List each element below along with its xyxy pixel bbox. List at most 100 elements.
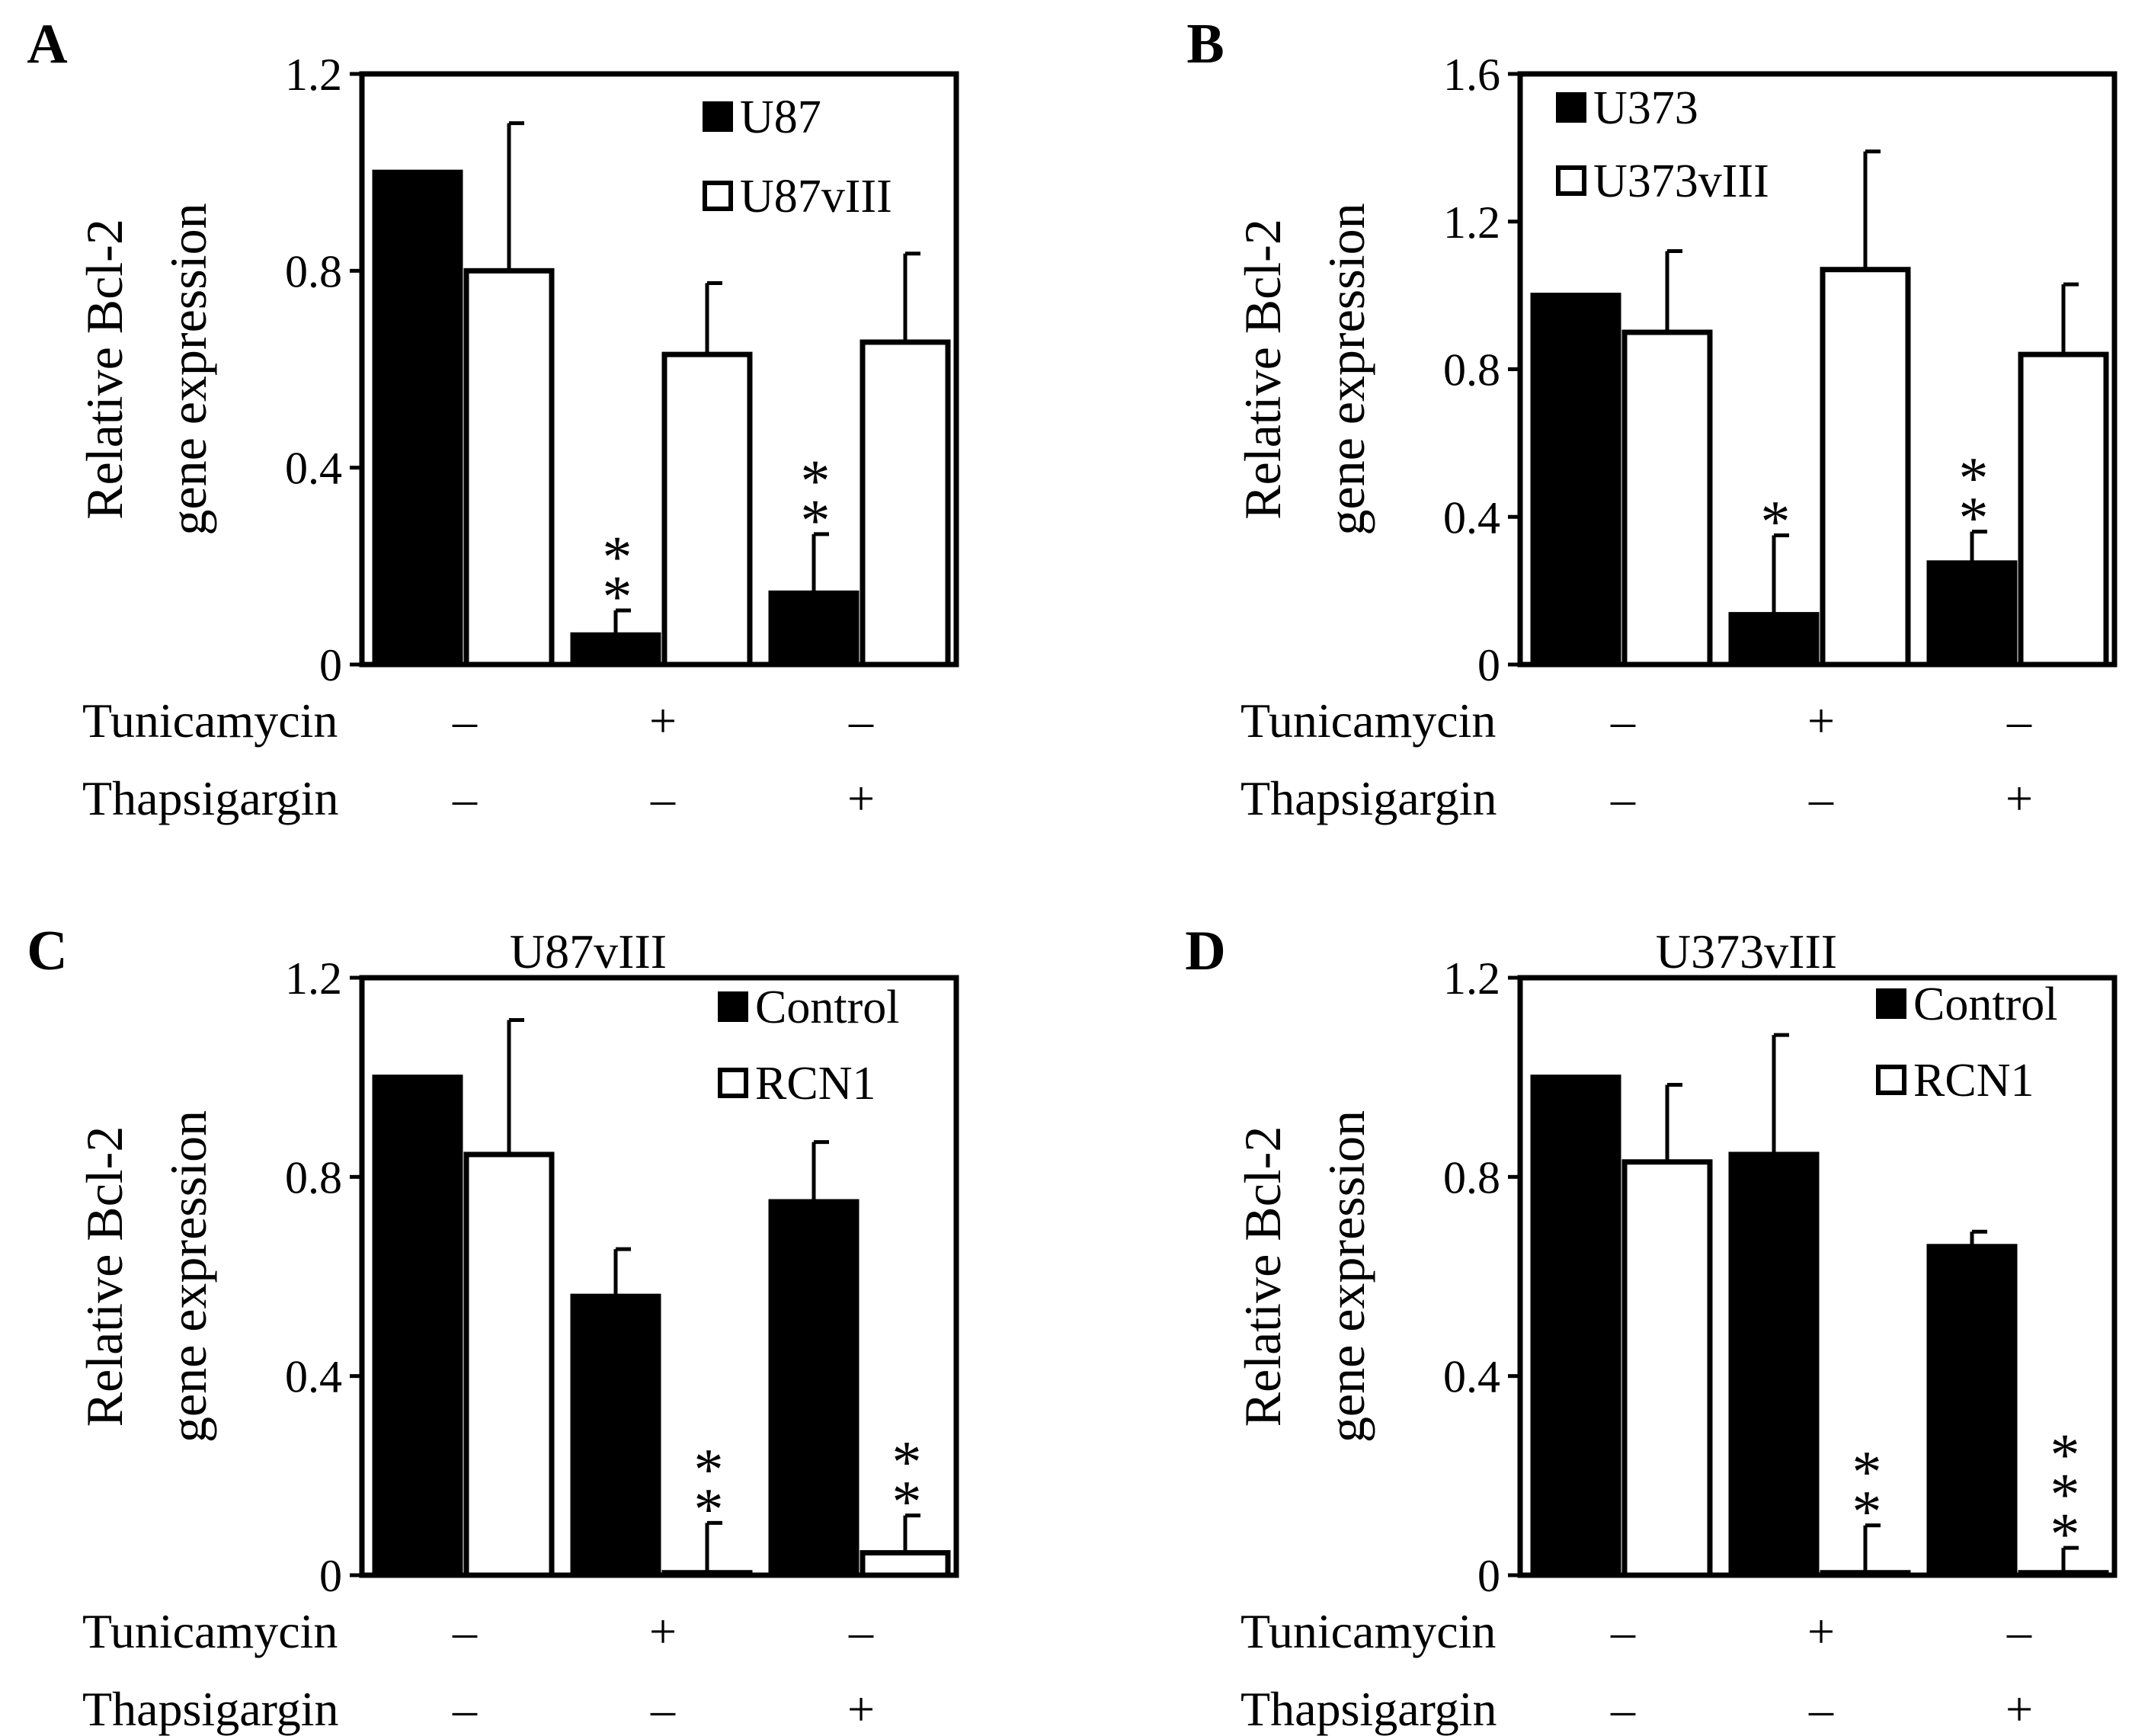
significance-star: * xyxy=(2050,1461,2080,1527)
treatment-mark: + xyxy=(649,1604,677,1658)
y-tick-label: 0.4 xyxy=(1443,492,1500,543)
bar-control xyxy=(570,1293,661,1578)
treatment-mark: + xyxy=(847,1682,875,1736)
significance-star: * xyxy=(694,1475,724,1542)
significance-star: * xyxy=(801,447,831,514)
significance-star: * xyxy=(1959,445,1989,511)
y-tick-label: 0.4 xyxy=(1443,1352,1500,1402)
legend-entry: RCN1 xyxy=(755,1058,876,1110)
y-axis-label: Relative Bcl-2 xyxy=(75,219,133,520)
legend-entry: RCN1 xyxy=(1913,1055,2034,1107)
legend-entry: U373 xyxy=(1593,82,1698,134)
y-tick-label: 0 xyxy=(1477,1551,1500,1601)
bar-u373viii xyxy=(2018,351,2109,668)
bar-u87 xyxy=(570,632,661,668)
y-tick-label: 1.2 xyxy=(285,50,342,100)
significance-star: * xyxy=(1761,488,1791,554)
y-axis-label: Relative Bcl-2 xyxy=(1234,1126,1292,1427)
significance-star: * xyxy=(892,1429,922,1495)
legend-swatch xyxy=(703,101,733,132)
treatment-mark: – xyxy=(650,771,676,825)
y-tick-label: 0.8 xyxy=(1443,1152,1500,1203)
panel-label: A xyxy=(27,13,67,75)
bar-u373 xyxy=(1926,560,2018,668)
y-tick-label: 0 xyxy=(319,640,342,690)
chart-panel-a: A Relative Bcl-2 gene expression 0 0.4 0.8 1.2… xyxy=(27,13,959,825)
treatment-mark: – xyxy=(1610,1604,1636,1658)
significance-star: * xyxy=(1959,485,1989,551)
treatment-mark: – xyxy=(452,1604,478,1658)
y-axis-label: Relative Bcl-2 xyxy=(1234,219,1292,520)
chart-panel-c: C U87vIII Relative Bcl-2 gene expression 0 0.… xyxy=(27,920,959,1736)
treatment-mark: – xyxy=(452,771,478,825)
significance-star: * xyxy=(694,1436,724,1502)
treatment-mark: + xyxy=(1807,693,1835,748)
bar-u373 xyxy=(1530,293,1621,668)
treatment-label: Thapsigargin xyxy=(1240,771,1497,825)
plot-frame xyxy=(1517,975,2118,1578)
treatment-mark: + xyxy=(1807,1604,1835,1658)
y-axis-label: gene expression xyxy=(159,1110,217,1443)
legend-swatch xyxy=(703,181,733,211)
panel-label: B xyxy=(1186,13,1224,75)
bar-rcn1 xyxy=(860,1550,951,1578)
plot-frame xyxy=(359,975,959,1578)
treatment-mark: + xyxy=(649,693,677,748)
legend-entry: U87 xyxy=(740,91,821,143)
y-tick-label: 1.2 xyxy=(1443,953,1500,1004)
y-tick-label: 1.2 xyxy=(1443,197,1500,248)
y-axis-label: gene expression xyxy=(159,203,217,535)
significance-star: * xyxy=(1852,1439,1882,1505)
treatment-label: Thapsigargin xyxy=(82,771,339,825)
bar-u87 xyxy=(372,169,463,668)
treatment-mark: – xyxy=(848,693,874,748)
bar-control xyxy=(372,1075,463,1578)
treatment-mark: – xyxy=(452,693,478,748)
y-tick-label: 0.8 xyxy=(285,1152,342,1203)
bar-control xyxy=(1530,1075,1621,1578)
treatment-mark: + xyxy=(2006,771,2033,825)
significance-star: * xyxy=(1852,1478,1882,1545)
legend-entry: U373vIII xyxy=(1593,155,1769,207)
significance-star: * xyxy=(2050,1421,2080,1488)
treatment-label: Tunicamycin xyxy=(1240,693,1496,748)
treatment-mark: – xyxy=(1808,771,1834,825)
bar-u373 xyxy=(1728,612,1820,668)
treatment-mark: – xyxy=(2006,1604,2032,1658)
bar-u373viii xyxy=(1621,329,1713,668)
y-tick-label: 1.2 xyxy=(285,953,342,1004)
legend-entry: Control xyxy=(1913,979,2057,1030)
bar-control xyxy=(768,1199,860,1578)
legend-swatch xyxy=(1876,1065,1906,1095)
treatment-mark: – xyxy=(2006,693,2032,748)
treatment-mark: + xyxy=(847,771,875,825)
treatment-mark: – xyxy=(650,1682,676,1736)
bar-control xyxy=(1926,1244,2018,1578)
bar-u87viii xyxy=(661,351,753,668)
treatment-label: Tunicamycin xyxy=(1240,1604,1496,1658)
legend-swatch xyxy=(1556,92,1586,123)
treatment-mark: – xyxy=(1610,1682,1636,1736)
y-tick-label: 0 xyxy=(1477,640,1500,690)
treatment-mark: – xyxy=(1610,693,1636,748)
treatment-label: Tunicamycin xyxy=(82,693,338,748)
legend-swatch xyxy=(718,1068,748,1098)
y-tick-label: 0.4 xyxy=(285,444,342,494)
treatment-label: Tunicamycin xyxy=(82,1604,338,1658)
bar-control xyxy=(1728,1151,1820,1578)
bar-u87viii xyxy=(860,339,951,668)
y-tick-label: 1.6 xyxy=(1443,50,1500,100)
chart-panel-d: D U373vIII Relative Bcl-2 gene expression 0 0… xyxy=(1185,920,2118,1736)
significance-star: * xyxy=(603,524,632,590)
significance-star: * xyxy=(801,487,831,553)
legend-entry: U87vIII xyxy=(740,171,892,223)
significance-star: * xyxy=(603,563,632,629)
treatment-mark: – xyxy=(848,1604,874,1658)
chart-title: U373vIII xyxy=(1656,924,1837,979)
y-axis-label: gene expression xyxy=(1317,1110,1375,1443)
treatment-mark: – xyxy=(452,1682,478,1736)
bar-u87 xyxy=(768,590,860,668)
treatment-mark: – xyxy=(1808,1682,1834,1736)
chart-panel-b: B Relative Bcl-2 gene expression 0 0.4 0.8 1.2… xyxy=(1186,13,2118,825)
